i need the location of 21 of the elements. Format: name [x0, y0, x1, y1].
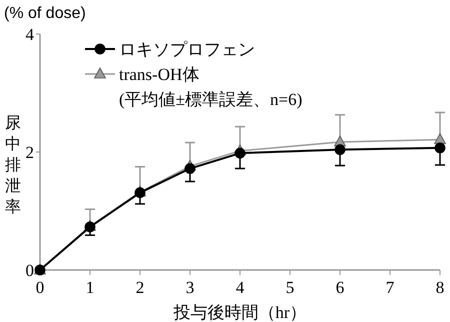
x-tick-label: 4 [236, 278, 245, 297]
y-tick-label: 4 [26, 25, 34, 44]
text: (% of dose) [4, 5, 86, 22]
y-tick-label: 2 [26, 143, 34, 162]
x-tick-label: 5 [286, 278, 294, 297]
x-tick-label: 6 [336, 278, 344, 297]
x-axis-title: 投与後時間（hr） [172, 303, 307, 322]
point [234, 148, 246, 159]
point [184, 163, 196, 174]
y-tick-label: 0 [26, 261, 34, 280]
x-tick-label: 3 [186, 278, 194, 297]
x-tick-label: 1 [86, 278, 94, 297]
point [434, 142, 446, 154]
x-tick-label: 7 [386, 278, 395, 297]
legend-label: trans-OH体 [119, 65, 200, 84]
y-axis-title: 尿中排泄率 [5, 115, 21, 216]
annotation: (平均値±標準誤差、n=6) [119, 90, 302, 109]
point [334, 144, 346, 156]
x-tick-label: 8 [436, 278, 444, 297]
legend-label: ロキソプロフェン [119, 40, 255, 59]
x-tick-label: 2 [136, 278, 144, 297]
